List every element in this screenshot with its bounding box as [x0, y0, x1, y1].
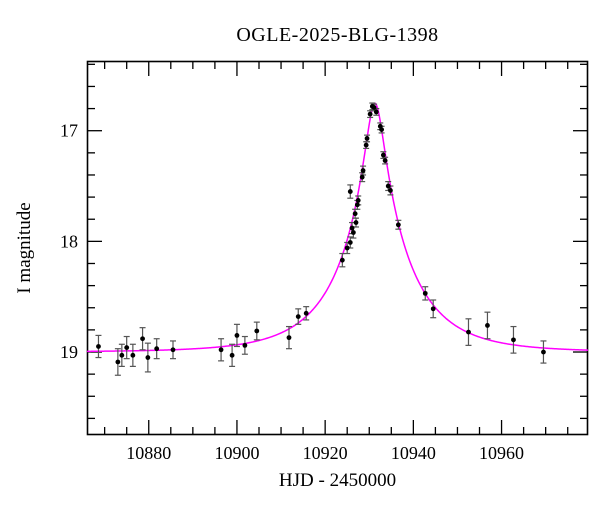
data-point	[352, 211, 358, 217]
data-point	[344, 245, 350, 251]
data-point	[154, 346, 160, 352]
svg-text:18: 18	[60, 231, 78, 251]
data-point	[354, 202, 360, 208]
svg-text:17: 17	[60, 121, 78, 141]
svg-text:10940: 10940	[391, 443, 436, 463]
data-points	[96, 103, 546, 365]
data-point	[349, 225, 355, 231]
model-curve	[86, 102, 589, 353]
data-point	[367, 111, 373, 117]
svg-text:10880: 10880	[126, 443, 171, 463]
data-point	[124, 345, 130, 350]
data-point	[422, 290, 428, 296]
data-point	[234, 333, 240, 338]
data-point	[145, 355, 151, 360]
data-point	[385, 183, 391, 189]
x-axis-label: HJD - 2450000	[278, 470, 397, 491]
data-point	[430, 306, 436, 312]
axis-ticks	[88, 62, 587, 434]
data-point	[485, 323, 490, 328]
data-point	[395, 222, 401, 228]
data-point	[380, 152, 386, 158]
data-point	[511, 337, 516, 343]
data-point	[347, 240, 353, 245]
data-point	[373, 109, 379, 115]
data-point	[130, 352, 136, 358]
data-point	[286, 335, 292, 341]
data-point	[254, 328, 260, 334]
svg-text:10920: 10920	[303, 443, 348, 463]
data-point	[541, 349, 546, 355]
data-point	[170, 347, 176, 353]
data-point	[295, 314, 301, 320]
plot-frame	[86, 60, 589, 436]
data-point	[355, 198, 361, 203]
data-point	[363, 142, 369, 148]
data-point	[218, 347, 224, 353]
data-point	[140, 336, 145, 342]
data-point	[364, 136, 370, 141]
data-point	[242, 342, 248, 348]
data-point	[347, 189, 353, 194]
x-tick-labels: 10880 10900 10920 10940 10960	[126, 443, 524, 463]
data-point	[353, 220, 359, 225]
y-tick-labels: 17 18 19	[60, 121, 78, 362]
svg-text:19: 19	[60, 342, 78, 362]
data-point	[466, 329, 471, 335]
svg-text:10960: 10960	[479, 443, 524, 463]
data-point	[350, 230, 356, 235]
data-point	[339, 257, 345, 263]
data-point	[379, 127, 385, 133]
data-point	[303, 310, 309, 316]
data-point	[371, 105, 377, 110]
data-point	[382, 158, 388, 163]
data-point	[388, 188, 393, 193]
data-point	[119, 352, 125, 358]
svg-text:10900: 10900	[214, 443, 259, 463]
error-bars	[95, 102, 547, 376]
data-point	[359, 174, 365, 180]
data-point	[229, 352, 235, 358]
chart-title: OGLE-2025-BLG-1398	[236, 24, 439, 46]
data-point	[96, 344, 101, 349]
data-point	[360, 168, 366, 173]
data-point	[115, 359, 121, 365]
